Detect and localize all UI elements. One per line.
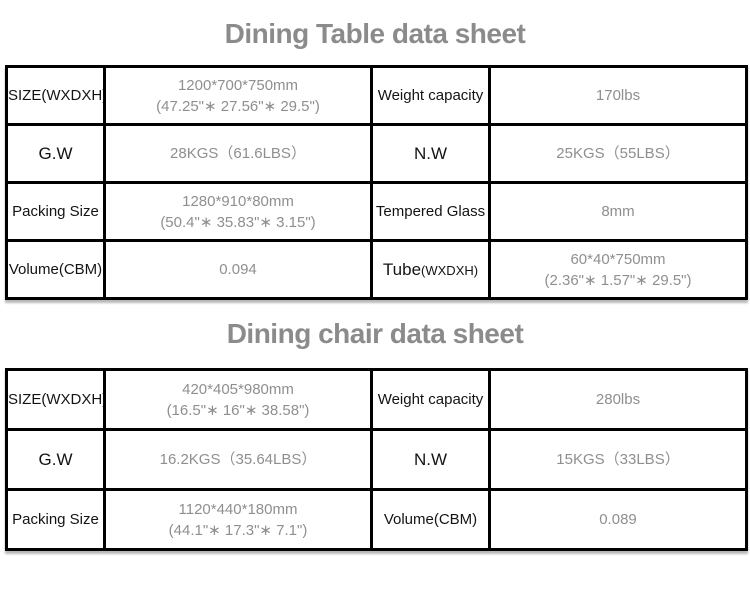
- spec-label-cell: Tube(WXDXH): [370, 239, 491, 300]
- spec-value-cell: 16.2KGS（35.64LBS）: [103, 428, 373, 491]
- spec-label-cell: Tempered Glass: [370, 181, 491, 242]
- spec-label-cell: G.W: [5, 123, 106, 184]
- dining-chair-spec-table: SIZE(WXDXH) 420*405*980mm (16.5"∗ 16"∗ 3…: [5, 368, 748, 551]
- spec-value-cell: 60*40*750mm (2.36"∗ 1.57"∗ 29.5"): [488, 239, 748, 300]
- spec-label-cell: Volume(CBM): [5, 239, 106, 300]
- spec-value-cell: 8mm: [488, 181, 748, 242]
- spec-value-cell: 1200*700*750mm (47.25"∗ 27.56"∗ 29.5"): [103, 65, 373, 126]
- spec-label-cell: Weight capacity: [370, 368, 491, 431]
- spec-value-cell: 1120*440*180mm (44.1"∗ 17.3"∗ 7.1"): [103, 488, 373, 551]
- spec-row: G.W 16.2KGS（35.64LBS） N.W 15KGS（33LBS）: [5, 428, 748, 491]
- spec-label-cell: N.W: [370, 428, 491, 491]
- spec-label-cell: SIZE(WXDXH): [5, 65, 106, 126]
- spec-value-cell: 15KGS（33LBS）: [488, 428, 748, 491]
- dining-table-spec-table: SIZE(WXDXH) 1200*700*750mm (47.25"∗ 27.5…: [5, 65, 748, 300]
- spec-value-cell: 25KGS（55LBS）: [488, 123, 748, 184]
- spec-row: Packing Size 1280*910*80mm (50.4"∗ 35.83…: [5, 181, 748, 242]
- spec-label-cell: Weight capacity: [370, 65, 491, 126]
- spec-value-cell: 0.094: [103, 239, 373, 300]
- spec-label-cell: Packing Size: [5, 181, 106, 242]
- spec-row: SIZE(WXDXH) 1200*700*750mm (47.25"∗ 27.5…: [5, 65, 748, 126]
- dining-chair-sheet-title: Dining chair data sheet: [226, 318, 524, 349]
- spec-value-cell: 280lbs: [488, 368, 748, 431]
- spec-row: G.W 28KGS（61.6LBS） N.W 25KGS（55LBS）: [5, 123, 748, 184]
- spec-label-cell: Volume(CBM): [370, 488, 491, 551]
- spec-value-cell: 0.089: [488, 488, 748, 551]
- spec-value-cell: 28KGS（61.6LBS）: [103, 123, 373, 184]
- spec-label-cell: G.W: [5, 428, 106, 491]
- spec-label-cell: SIZE(WXDXH): [5, 368, 106, 431]
- dining-table-sheet-title: Dining Table data sheet: [224, 18, 526, 49]
- spec-label-cell: Packing Size: [5, 488, 106, 551]
- spec-row: Volume(CBM) 0.094 Tube(WXDXH) 60*40*750m…: [5, 239, 748, 300]
- spec-row: Packing Size 1120*440*180mm (44.1"∗ 17.3…: [5, 488, 748, 551]
- spec-value-cell: 1280*910*80mm (50.4"∗ 35.83"∗ 3.15"): [103, 181, 373, 242]
- spec-value-cell: 420*405*980mm (16.5"∗ 16"∗ 38.58"): [103, 368, 373, 431]
- spec-value-cell: 170lbs: [488, 65, 748, 126]
- spec-label-cell: N.W: [370, 123, 491, 184]
- spec-row: SIZE(WXDXH) 420*405*980mm (16.5"∗ 16"∗ 3…: [5, 368, 748, 431]
